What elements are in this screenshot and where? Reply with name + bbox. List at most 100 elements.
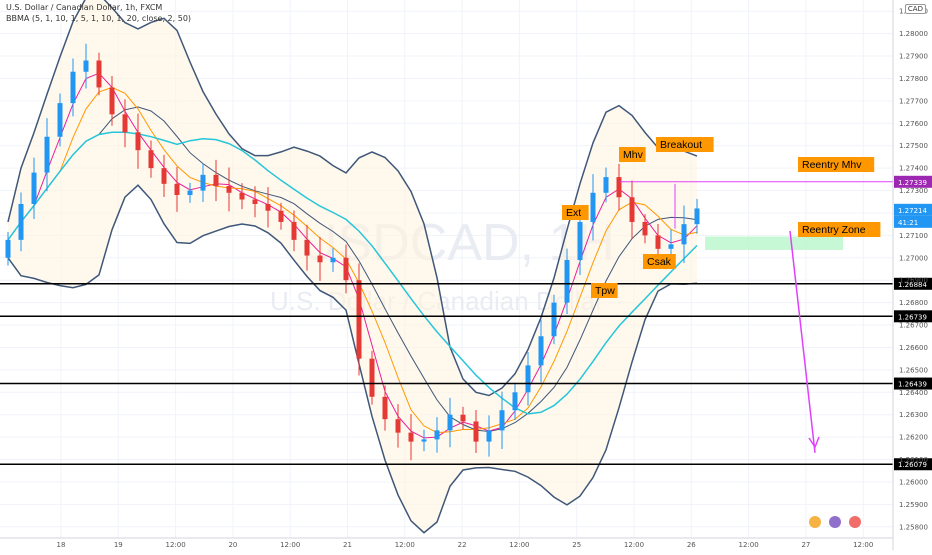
annotations: Mhv Breakout Ext Reentry Mhv Reentry Zone Csa… (562, 137, 881, 298)
x-tick-label: 12:00 (739, 541, 759, 549)
annotation-label: Reentry Mhv (802, 159, 862, 171)
candle (642, 221, 648, 236)
candle (44, 136, 50, 173)
level-price-badge (894, 458, 932, 471)
tradingview-logo-icon (809, 516, 861, 528)
y-tick-label: 1.27600 (899, 120, 928, 128)
y-tick-label: 1.25900 (899, 501, 928, 509)
candle (31, 172, 37, 204)
candle (421, 439, 427, 442)
indicator-legend[interactable]: BBMA (5, 1, 10, 1, 5, 1, 10, 1, 20, clos… (6, 14, 192, 23)
y-tick-label: 1.27300 (899, 187, 928, 195)
axis-price-badge (894, 215, 932, 228)
candle (96, 60, 102, 88)
axis-price-badge (894, 175, 932, 188)
x-tick-label: 21 (343, 541, 352, 549)
annotation-box (619, 147, 646, 162)
horizontal-levels: 1.26884 1.26739 1.26439 1.26079 (0, 277, 932, 471)
bollinger-lower (7, 184, 698, 534)
y-tick-label: 1.28000 (899, 30, 928, 38)
candle (317, 255, 323, 263)
axis-price-badge-label: 1.27214 (898, 207, 927, 215)
bollinger-mid (7, 106, 698, 433)
y-tick-label: 1.26100 (899, 456, 928, 464)
y-tick-label: 1.26800 (899, 299, 928, 307)
level-price-label: 1.26884 (898, 281, 927, 289)
candle (265, 203, 271, 211)
candle (57, 103, 63, 137)
level-price-badge (894, 277, 932, 290)
candle (460, 414, 466, 422)
annotation-box (562, 205, 589, 220)
annotation-box (798, 157, 875, 172)
level-price-label: 1.26439 (898, 381, 927, 389)
y-tick-label: 1.26500 (899, 366, 928, 374)
candle (213, 174, 219, 187)
annotation-label: Reentry Zone (802, 224, 866, 236)
candle (486, 430, 492, 442)
candle (408, 432, 414, 442)
reentry-markers (620, 181, 893, 453)
candle (122, 114, 128, 133)
x-tick-label: 12:00 (509, 541, 529, 549)
candle (616, 177, 622, 198)
y-tick-label: 1.27000 (899, 254, 928, 262)
candle (187, 190, 193, 196)
bollinger-fill (8, 0, 697, 533)
level-price-label: 1.26079 (898, 461, 927, 469)
y-tick-label: 1.26600 (899, 344, 928, 352)
candle (278, 210, 284, 222)
candle (590, 192, 596, 222)
candle (473, 421, 479, 442)
candle (83, 60, 89, 72)
candle (148, 150, 154, 169)
candle (70, 71, 76, 104)
candle (525, 365, 531, 393)
candle (226, 186, 232, 193)
candle (239, 192, 245, 200)
x-tick-label: 12:00 (853, 541, 873, 549)
x-tick-label: 12:00 (395, 541, 415, 549)
bollinger-upper (7, 0, 698, 397)
annotation-label: Mhv (623, 149, 644, 161)
x-tick-label: 26 (687, 541, 696, 549)
chart-symbol-title: U.S. Dollar / Canadian Dollar, 1h, FXCM (6, 3, 163, 12)
candle (304, 239, 310, 256)
y-tick-label: 1.27500 (899, 142, 928, 150)
level-price-badge (894, 310, 932, 323)
currency-badge[interactable]: CAD (904, 4, 926, 14)
axis-price-badge (894, 203, 932, 216)
y-tick-label: 1.27400 (899, 165, 928, 173)
x-tick-label: 25 (572, 541, 581, 549)
x-tick-label: 20 (228, 541, 237, 549)
candle (681, 224, 687, 245)
x-tick-label: 12:00 (166, 541, 186, 549)
axis-price-badge-label: 41:21 (898, 219, 918, 227)
candle (512, 392, 518, 411)
level-price-label: 1.26739 (898, 313, 927, 321)
reentry-zone (705, 236, 843, 250)
level-price-badge (894, 377, 932, 390)
candle (629, 197, 635, 222)
y-tick-label: 1.27100 (899, 232, 928, 240)
candle (174, 183, 180, 196)
annotation-label: Breakout (660, 139, 702, 151)
y-tick-label: 1.27800 (899, 75, 928, 83)
x-tick-label: 19 (114, 541, 123, 549)
axis-price-badge-label: 1.27339 (898, 179, 927, 187)
candle (577, 221, 583, 261)
x-tick-label: 12:00 (624, 541, 644, 549)
annotation-label: Ext (566, 207, 581, 219)
candle (5, 239, 11, 258)
annotation-box (656, 137, 714, 152)
y-tick-label: 1.26000 (899, 478, 928, 486)
x-tick-label: 18 (57, 541, 66, 549)
candle (18, 203, 24, 240)
annotation-box (591, 283, 618, 298)
bollinger-bands (7, 0, 698, 534)
annotation-label: Tpw (595, 285, 615, 297)
candle (655, 235, 661, 249)
y-tick-label: 1.26900 (899, 277, 928, 285)
